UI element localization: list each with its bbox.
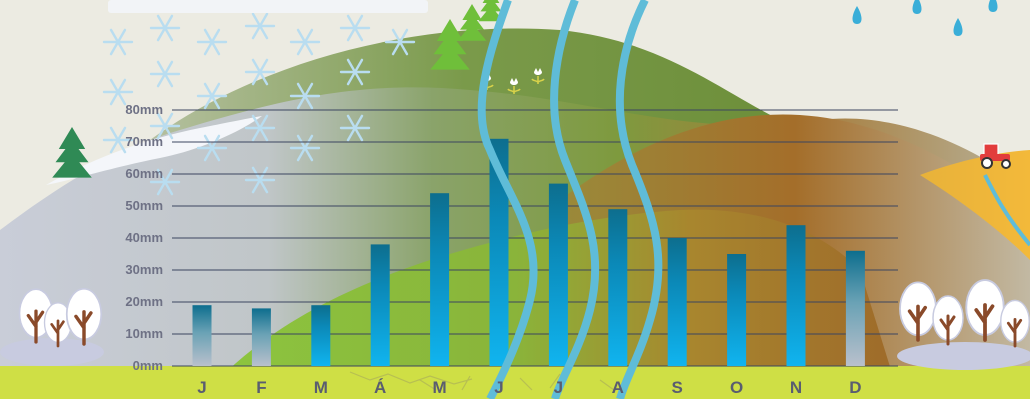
month-label: Á bbox=[374, 378, 386, 397]
snowflake-icon bbox=[149, 60, 181, 88]
pine-tree-icon bbox=[430, 19, 470, 70]
snowflake-icon bbox=[149, 112, 181, 140]
y-tick-label: 60mm bbox=[125, 166, 163, 181]
snowflake-icon bbox=[196, 82, 228, 110]
precip-bar bbox=[786, 225, 806, 366]
raindrop-icon bbox=[953, 18, 963, 36]
snowflake-icon bbox=[244, 12, 276, 40]
snowflake-icon bbox=[289, 134, 321, 162]
snowflake-icon bbox=[149, 14, 181, 42]
precip-bar bbox=[311, 305, 331, 366]
tulip-icon bbox=[507, 78, 521, 94]
month-label: M bbox=[433, 378, 447, 397]
y-tick-label: 10mm bbox=[125, 326, 163, 341]
snowflake-icon bbox=[196, 28, 228, 56]
y-tick-label: 50mm bbox=[125, 198, 163, 213]
snow-cap bbox=[46, 116, 262, 185]
y-tick-label: 20mm bbox=[125, 294, 163, 309]
raindrop-icon bbox=[988, 0, 998, 12]
precip-bar bbox=[845, 250, 865, 366]
snowflake-icon bbox=[196, 134, 228, 162]
y-tick-label: 0mm bbox=[133, 358, 163, 373]
precip-bar bbox=[608, 209, 628, 366]
header-tab bbox=[108, 0, 428, 13]
snow-mound bbox=[897, 342, 1030, 370]
snowflake-icon bbox=[339, 114, 371, 142]
month-label: D bbox=[849, 378, 861, 397]
pine-tree-icon bbox=[457, 3, 487, 41]
precip-bar bbox=[251, 308, 271, 366]
raindrop-icon bbox=[852, 6, 862, 24]
field-stream bbox=[983, 174, 1030, 247]
snow-mound bbox=[0, 338, 104, 366]
tulip-icon bbox=[531, 68, 545, 84]
precip-bar bbox=[192, 305, 212, 366]
month-label: S bbox=[672, 378, 683, 397]
river-3 bbox=[615, 0, 663, 399]
meadow-strip bbox=[0, 366, 1030, 399]
river-1 bbox=[477, 0, 538, 399]
precip-bar bbox=[430, 193, 450, 366]
precip-bar bbox=[667, 238, 687, 366]
snowflake-icon bbox=[102, 78, 134, 106]
bare-tree-icon bbox=[1000, 299, 1030, 348]
y-tick-label: 80mm bbox=[125, 102, 163, 117]
snowflake-icon bbox=[244, 58, 276, 86]
precip-bar bbox=[727, 254, 747, 366]
snowflake-icon bbox=[339, 14, 371, 42]
month-label: A bbox=[612, 378, 624, 397]
y-tick-label: 40mm bbox=[125, 230, 163, 245]
month-label: O bbox=[730, 378, 743, 397]
pine-tree-icon bbox=[478, 0, 504, 22]
month-label: J bbox=[197, 378, 206, 397]
snowflake-icon bbox=[244, 166, 276, 194]
snowflake-icon bbox=[102, 28, 134, 56]
month-label: N bbox=[790, 378, 802, 397]
precip-bar bbox=[548, 183, 568, 366]
y-tick-label: 70mm bbox=[125, 134, 163, 149]
yellow-field bbox=[920, 150, 1030, 260]
precip-bar bbox=[370, 244, 390, 366]
snowflake-icon bbox=[289, 82, 321, 110]
snowflake-icon bbox=[102, 126, 134, 154]
snowflake-icon bbox=[384, 28, 416, 56]
bare-tree-icon bbox=[965, 279, 1005, 342]
month-label: J bbox=[494, 378, 503, 397]
month-label: M bbox=[314, 378, 328, 397]
month-label: F bbox=[256, 378, 266, 397]
pine-tree-icon bbox=[52, 127, 92, 178]
tractor-icon bbox=[980, 143, 1011, 169]
bare-tree-icon bbox=[43, 302, 73, 348]
snowflake-icon bbox=[149, 168, 181, 196]
snowflake-icon bbox=[289, 28, 321, 56]
cracked-earth bbox=[349, 371, 615, 391]
precip-bar bbox=[489, 138, 509, 366]
bare-tree-icon bbox=[932, 295, 964, 346]
month-label: J bbox=[554, 378, 563, 397]
river-2 bbox=[550, 0, 600, 399]
snowflake-icon bbox=[244, 114, 276, 142]
raindrop-icon bbox=[912, 0, 922, 14]
snowflake-icon bbox=[339, 58, 371, 86]
bare-tree-icon bbox=[65, 287, 103, 346]
y-tick-label: 30mm bbox=[125, 262, 163, 277]
